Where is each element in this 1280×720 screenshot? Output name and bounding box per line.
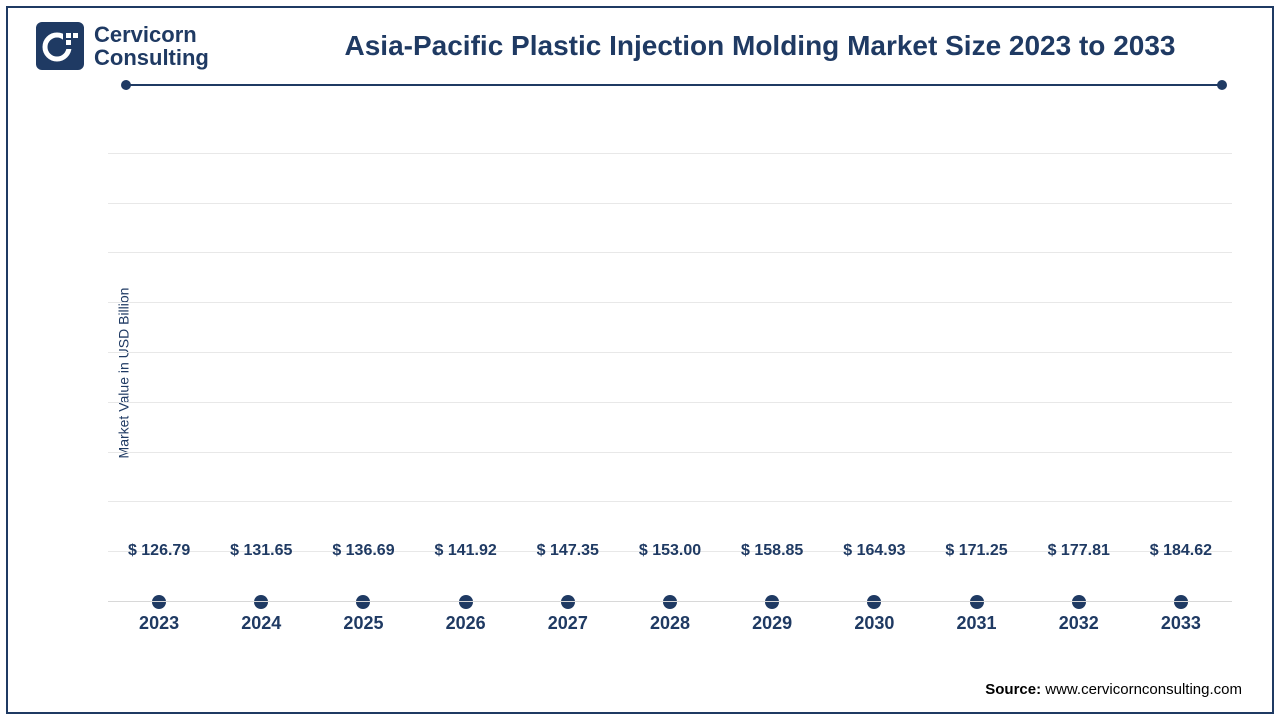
brand-logo: Cervicorn Consulting xyxy=(36,22,209,70)
x-tick-label: 2033 xyxy=(1161,613,1201,634)
x-tick-label: 2031 xyxy=(957,613,997,634)
x-tick-label: 2027 xyxy=(548,613,588,634)
lollipop-series: $ 126.79 $ 131.65 $ 136.69 $ 141.92 $ 147.35… xyxy=(108,104,1232,602)
x-tick-label: 2024 xyxy=(241,613,281,634)
x-tick-label: 2032 xyxy=(1059,613,1099,634)
x-tick-label: 2030 xyxy=(854,613,894,634)
chart-area: Market Value in USD Billion $ 126.79$ 13… xyxy=(68,104,1242,642)
source-url: www.cervicornconsulting.com xyxy=(1045,681,1242,698)
logo-line1: Cervicorn xyxy=(94,23,209,46)
value-label: $ 153.00 xyxy=(639,542,701,572)
x-tick-label: 2028 xyxy=(650,613,690,634)
value-label: $ 147.35 xyxy=(537,542,599,572)
x-tick-label: 2023 xyxy=(139,613,179,634)
value-label: $ 164.93 xyxy=(843,542,905,572)
value-label: $ 126.79 xyxy=(128,542,190,572)
value-label: $ 177.81 xyxy=(1048,542,1110,572)
value-label: $ 136.69 xyxy=(332,542,394,572)
x-axis-labels: 2023 2024 2025 2026 2027 2028 2029 2030 2031 2032… xyxy=(108,602,1232,642)
value-label: $ 141.92 xyxy=(434,542,496,572)
source-prefix: Source: xyxy=(985,681,1045,698)
value-label: $ 171.25 xyxy=(945,542,1007,572)
chart-title: Asia-Pacific Plastic Injection Molding M… xyxy=(288,30,1232,62)
logo-line2: Consulting xyxy=(94,46,209,69)
source-attribution: Source: www.cervicornconsulting.com xyxy=(985,681,1242,698)
logo-text: Cervicorn Consulting xyxy=(94,23,209,69)
value-label: $ 131.65 xyxy=(230,542,292,572)
title-underline-rule xyxy=(126,84,1222,86)
value-label: $ 184.62 xyxy=(1150,542,1212,572)
plot-area: $ 126.79 $ 131.65 $ 136.69 $ 141.92 $ 147.35… xyxy=(108,104,1232,602)
x-tick-label: 2026 xyxy=(446,613,486,634)
x-tick-label: 2025 xyxy=(343,613,383,634)
value-label: $ 158.85 xyxy=(741,542,803,572)
chart-frame: Cervicorn Consulting Asia-Pacific Plasti… xyxy=(6,6,1274,714)
x-tick-label: 2029 xyxy=(752,613,792,634)
logo-mark-icon xyxy=(36,22,84,70)
